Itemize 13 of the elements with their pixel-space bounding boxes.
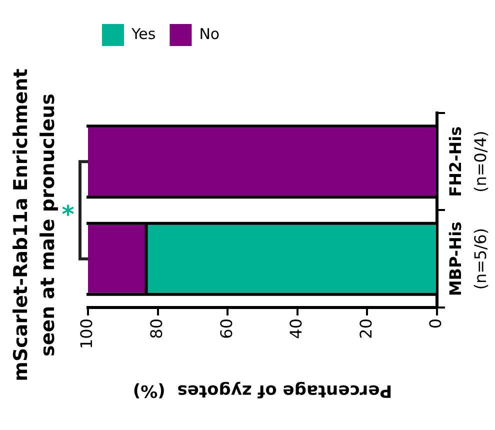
y-tick-label: MBP-His (n=5/6) <box>446 222 490 296</box>
x-axis-title: Percentage of zygotes (%) <box>132 380 392 401</box>
x-tick-label: 60 <box>216 318 236 339</box>
text: mScarlet-Rab11a Enrichment seen at male pronucleus <box>10 68 59 382</box>
x-tick-label: 40 <box>286 318 306 339</box>
legend-label: No <box>199 24 220 43</box>
x-tick-label: 0 <box>426 318 446 329</box>
legend-label: Yes <box>130 24 156 43</box>
x-tick-label: 80 <box>146 318 166 339</box>
x-tick-label: 100 <box>77 318 96 350</box>
x-tick-label: 20 <box>356 318 376 339</box>
y-tick-label: FH2-His (n=0/4) <box>446 126 490 197</box>
text: * <box>62 200 75 228</box>
